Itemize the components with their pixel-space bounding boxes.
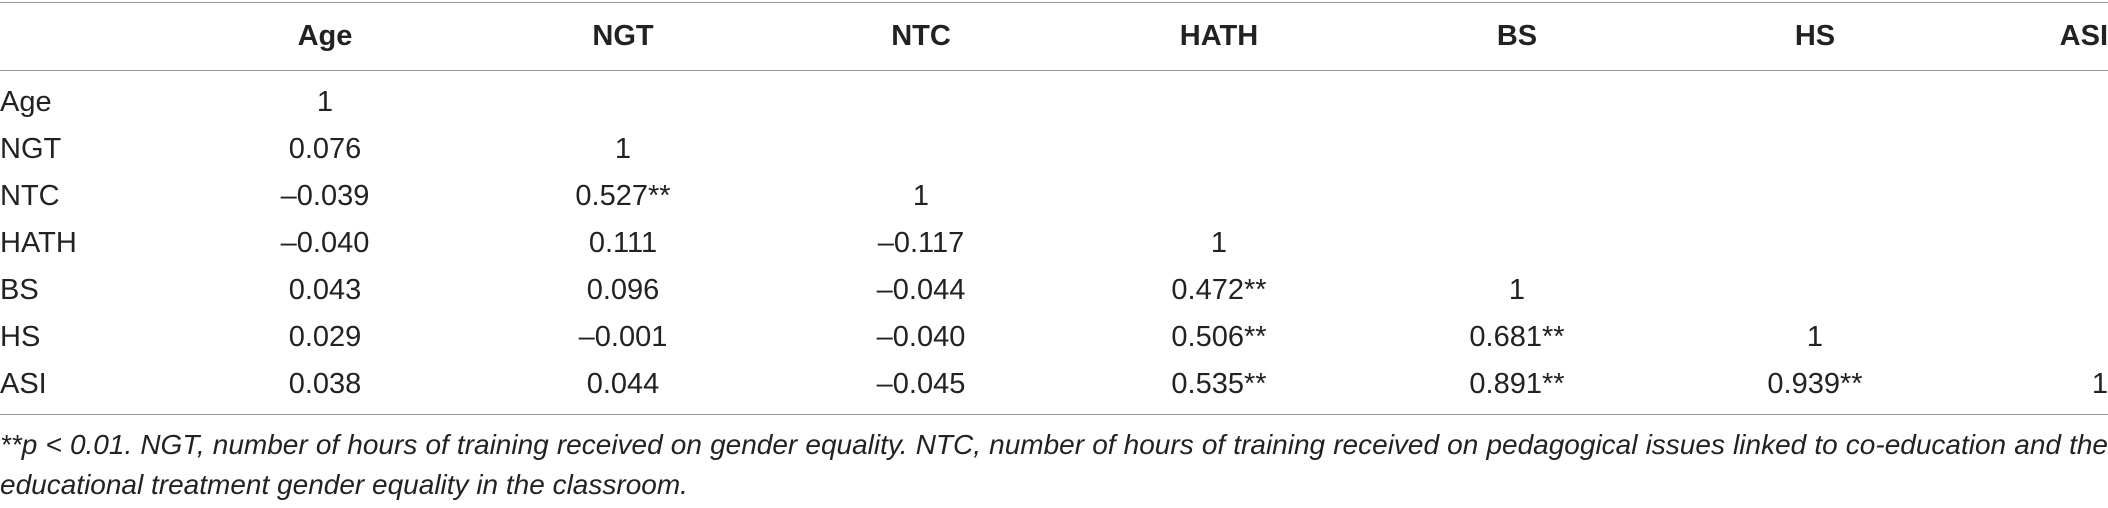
cell: 0.472**: [1171, 274, 1267, 306]
cell: 1: [912, 180, 930, 212]
cell: [1964, 71, 2108, 127]
cell: [1070, 173, 1368, 220]
cell: 0.111: [588, 227, 658, 259]
correlation-table: Age NGT NTC HATH BS HS ASI Age 1 NGT 0.076 1 NTC –0.…: [0, 2, 2108, 415]
cell: [1666, 71, 1964, 127]
row-label: ASI: [0, 368, 47, 400]
row-label: NGT: [0, 133, 62, 165]
cell: 0.681**: [1469, 321, 1565, 353]
cell: 0.506**: [1171, 321, 1267, 353]
table-row: ASI 0.038 0.044 –0.045 0.535** 0.891** 0.939**…: [0, 361, 2108, 415]
table-row: BS 0.043 0.096 –0.044 0.472** 1: [0, 267, 2108, 314]
column-header: ASI: [2059, 20, 2108, 52]
cell: –0.044: [876, 274, 966, 306]
cell: 0.038: [288, 368, 362, 400]
cell: 0.891**: [1469, 368, 1565, 400]
footnote: **p < 0.01. NGT, number of hours of trai…: [0, 429, 2108, 500]
table-body: Age 1 NGT 0.076 1 NTC –0.039 0.527** 1 HATH –0.040…: [0, 71, 2108, 415]
cell: [474, 71, 772, 127]
cell: 1: [1210, 227, 1228, 259]
table-row: NGT 0.076 1: [0, 126, 2108, 173]
column-header: NGT: [592, 20, 654, 52]
cell: –0.045: [876, 368, 966, 400]
column-header: BS: [1496, 20, 1538, 52]
cell: 0.044: [586, 368, 660, 400]
cell: 0.076: [288, 133, 362, 165]
cell: [1666, 126, 1964, 173]
column-header: NTC: [891, 20, 951, 52]
cell: 1: [1508, 274, 1526, 306]
cell: 1: [316, 86, 334, 118]
row-label: BS: [0, 274, 39, 306]
cell: [772, 71, 1070, 127]
column-header: HS: [1794, 20, 1836, 52]
table-row: HATH –0.040 0.111 –0.117 1: [0, 220, 2108, 267]
cell: [1666, 267, 1964, 314]
cell: 0.535**: [1171, 368, 1267, 400]
row-label: HS: [0, 321, 41, 353]
cell: 0.043: [288, 274, 362, 306]
row-label: NTC: [0, 180, 60, 212]
corner-cell: [0, 3, 176, 71]
table-row: HS 0.029 –0.001 –0.040 0.506** 0.681** 1: [0, 314, 2108, 361]
table-header: Age NGT NTC HATH BS HS ASI: [0, 2, 2108, 71]
table-row: Age 1: [0, 71, 2108, 127]
cell: 1: [614, 133, 632, 165]
cell: –0.001: [578, 321, 668, 353]
cell: [1368, 71, 1666, 127]
cell: [1964, 220, 2108, 267]
header-row: Age NGT NTC HATH BS HS ASI: [0, 2, 2108, 71]
cell: [1964, 126, 2108, 173]
cell: –0.117: [877, 227, 965, 259]
cell: [1070, 71, 1368, 127]
cell: [1666, 220, 1964, 267]
row-label: Age: [0, 86, 52, 118]
cell: –0.040: [876, 321, 966, 353]
cell: [1666, 173, 1964, 220]
cell: –0.040: [280, 227, 370, 259]
cell: [1070, 126, 1368, 173]
cell: 0.527**: [575, 180, 671, 212]
cell: [1368, 220, 1666, 267]
cell: 0.939**: [1767, 368, 1863, 400]
column-header: HATH: [1179, 20, 1259, 52]
cell: 1: [2091, 368, 2108, 400]
table-row: NTC –0.039 0.527** 1: [0, 173, 2108, 220]
cell: 0.096: [586, 274, 660, 306]
cell: –0.039: [280, 180, 370, 212]
cell: [1964, 267, 2108, 314]
cell: [1368, 126, 1666, 173]
cell: 1: [1806, 321, 1824, 353]
cell: 0.029: [288, 321, 362, 353]
cell: [1964, 314, 2108, 361]
cell: [1964, 173, 2108, 220]
cell: [772, 126, 1070, 173]
cell: [1368, 173, 1666, 220]
row-label: HATH: [0, 227, 77, 259]
column-header: Age: [297, 20, 353, 52]
